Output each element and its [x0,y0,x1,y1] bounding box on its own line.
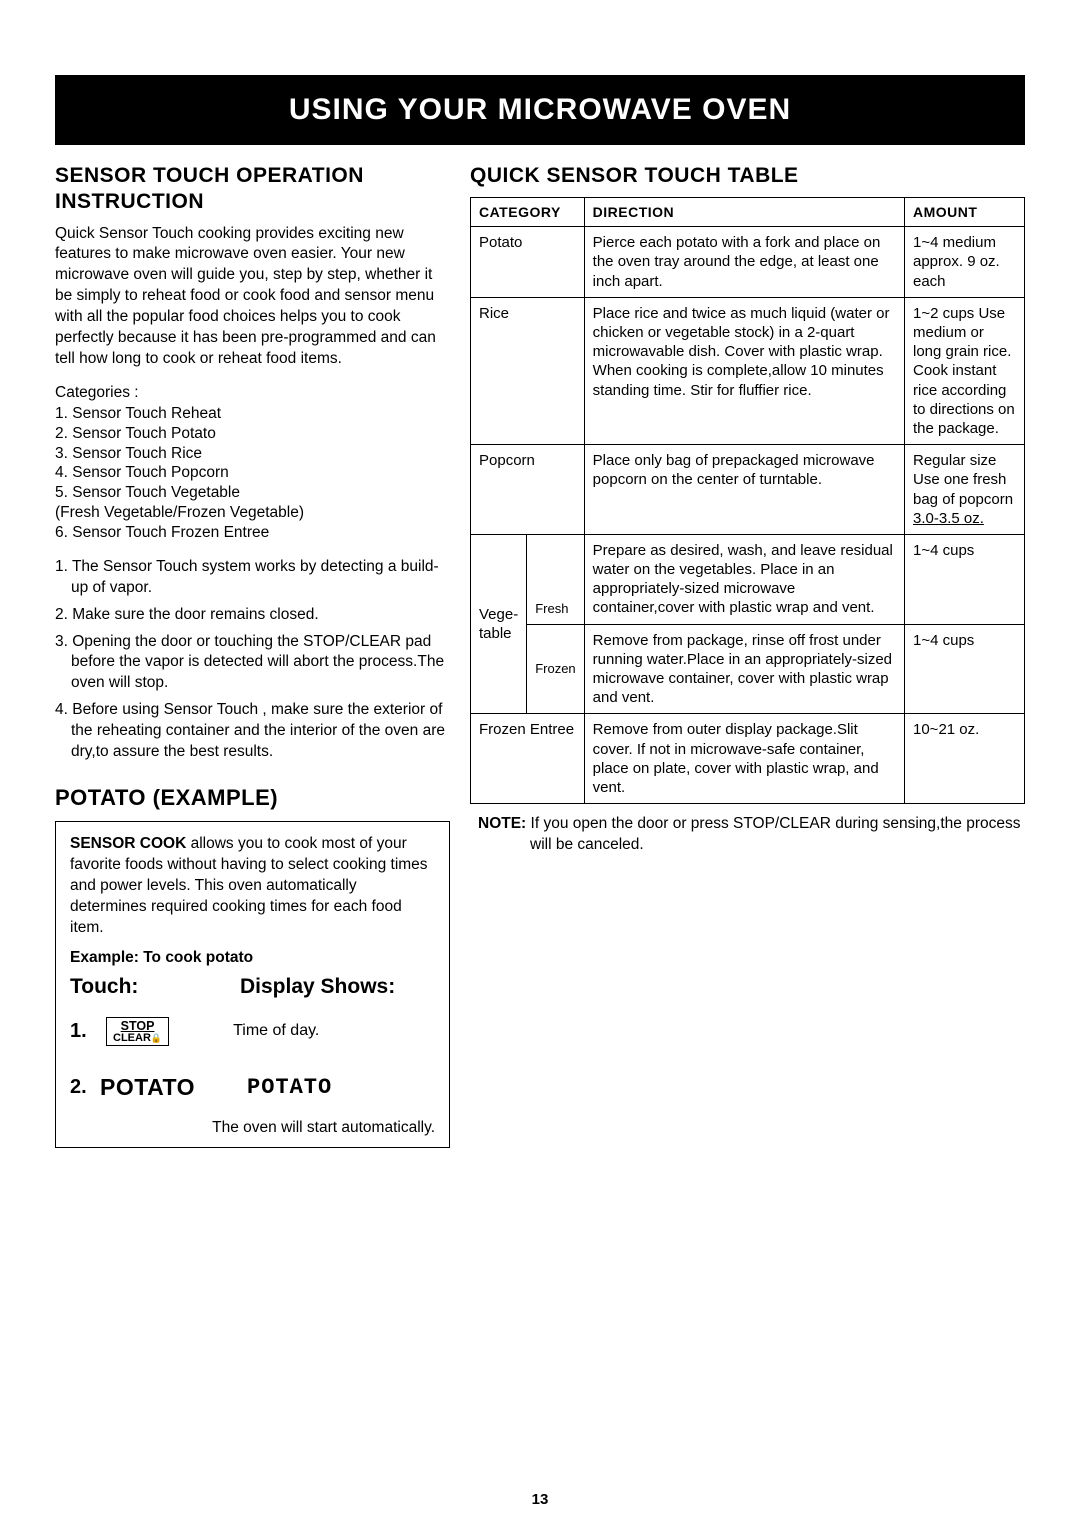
cell-direction: Place only bag of prepackaged microwave … [584,445,904,535]
category-item: 2. Sensor Touch Potato [55,424,450,444]
table-row: Frozen Entree Remove from outer display … [471,714,1025,804]
note-rest: If you open the door or press STOP/CLEAR… [526,815,1020,853]
right-column: QUICK SENSOR TOUCH TABLE CATEGORY DIRECT… [470,159,1025,1148]
cell-subcategory-frozen: Frozen [527,624,584,714]
table-row: Frozen Remove from package, rinse off fr… [471,624,1025,714]
cell-amount: 1~4 medium approx. 9 oz. each [905,227,1025,298]
two-column-layout: SENSOR TOUCH OPERATION INSTRUCTION Quick… [55,159,1025,1148]
potato-button-label: POTATO [100,1074,195,1101]
step-2-row: 2. POTATO POTATO [70,1074,435,1101]
touch-display-header: Touch: Display Shows: [70,975,435,999]
example-subhead: Example: To cook potato [70,949,435,967]
category-item: 6. Sensor Touch Frozen Entree [55,523,450,543]
cell-direction: Place rice and twice as much liquid (wat… [584,297,904,444]
cell-amount: 1~4 cups [905,624,1025,714]
clear-label: CLEAR🔒 [113,1033,162,1045]
lock-icon: 🔒 [151,1033,162,1043]
step-number: 1. [70,1020,106,1043]
note-bold: NOTE: [478,815,526,832]
step-number: 2. [70,1076,100,1099]
sensor-touch-heading: SENSOR TOUCH OPERATION INSTRUCTION [55,163,450,216]
example-lead: SENSOR COOK allows you to cook most of y… [70,834,435,939]
page-banner: USING YOUR MICROWAVE OVEN [55,75,1025,145]
category-item: 5. Sensor Touch Vegetable [55,483,450,503]
quick-sensor-table-heading: QUICK SENSOR TOUCH TABLE [470,163,1025,189]
cell-category: Potato [471,227,585,298]
cell-category: Rice [471,297,585,444]
category-item: 4. Sensor Touch Popcorn [55,463,450,483]
intro-paragraph: Quick Sensor Touch cooking provides exci… [55,224,450,370]
cell-amount: 1~2 cups Use medium or long grain rice. … [905,297,1025,444]
example-box: SENSOR COOK allows you to cook most of y… [55,821,450,1148]
cell-category-vegetable: Vege- table [471,534,527,714]
cell-amount: 10~21 oz. [905,714,1025,804]
table-header-row: CATEGORY DIRECTION AMOUNT [471,198,1025,227]
note-item: 1. The Sensor Touch system works by dete… [55,557,450,599]
categories-list: 1. Sensor Touch Reheat 2. Sensor Touch P… [55,404,450,543]
auto-start-note: The oven will start automatically. [70,1119,435,1137]
cell-category: Popcorn [471,445,585,535]
cell-amount: Regular size Use one fresh bag of popcor… [905,445,1025,535]
table-row: Potato Pierce each potato with a fork an… [471,227,1025,298]
col-direction: DIRECTION [584,198,904,227]
note-item: 2. Make sure the door remains closed. [55,605,450,626]
cell-direction: Prepare as desired, wash, and leave resi… [584,534,904,624]
step-1-display: Time of day. [233,1022,319,1040]
potato-example-heading: POTATO (EXAMPLE) [55,785,450,811]
operation-notes: 1. The Sensor Touch system works by dete… [55,557,450,763]
potato-display-text: POTATO [247,1075,332,1100]
cell-amount: 1~4 cups [905,534,1025,624]
category-item: (Fresh Vegetable/Frozen Vegetable) [55,503,450,523]
touch-label: Touch: [70,975,240,999]
stop-clear-button-icon: STOP CLEAR🔒 [106,1017,169,1047]
table-note: NOTE: If you open the door or press STOP… [470,814,1025,856]
cell-subcategory-fresh: Fresh [527,534,584,624]
cell-direction: Remove from package, rinse off frost und… [584,624,904,714]
sensor-cook-bold: SENSOR COOK [70,835,186,852]
sensor-table: CATEGORY DIRECTION AMOUNT Potato Pierce … [470,197,1025,804]
category-item: 1. Sensor Touch Reheat [55,404,450,424]
table-row: Rice Place rice and twice as much liquid… [471,297,1025,444]
note-item: 4. Before using Sensor Touch , make sure… [55,700,450,763]
display-shows-label: Display Shows: [240,975,395,999]
cell-direction: Pierce each potato with a fork and place… [584,227,904,298]
amount-text: Regular size Use one fresh bag of popcor… [913,452,1013,507]
cell-direction: Remove from outer display package.Slit c… [584,714,904,804]
note-item: 3. Opening the door or touching the STOP… [55,632,450,695]
table-row: Vege- table Fresh Prepare as desired, wa… [471,534,1025,624]
step-1-row: 1. STOP CLEAR🔒 Time of day. [70,1017,435,1047]
col-category: CATEGORY [471,198,585,227]
left-column: SENSOR TOUCH OPERATION INSTRUCTION Quick… [55,159,450,1148]
table-row: Popcorn Place only bag of prepackaged mi… [471,445,1025,535]
amount-underlined: 3.0-3.5 oz. [913,510,984,527]
cell-category: Frozen Entree [471,714,585,804]
categories-label: Categories : [55,384,450,402]
category-item: 3. Sensor Touch Rice [55,444,450,464]
page-number: 13 [0,1491,1080,1508]
col-amount: AMOUNT [905,198,1025,227]
